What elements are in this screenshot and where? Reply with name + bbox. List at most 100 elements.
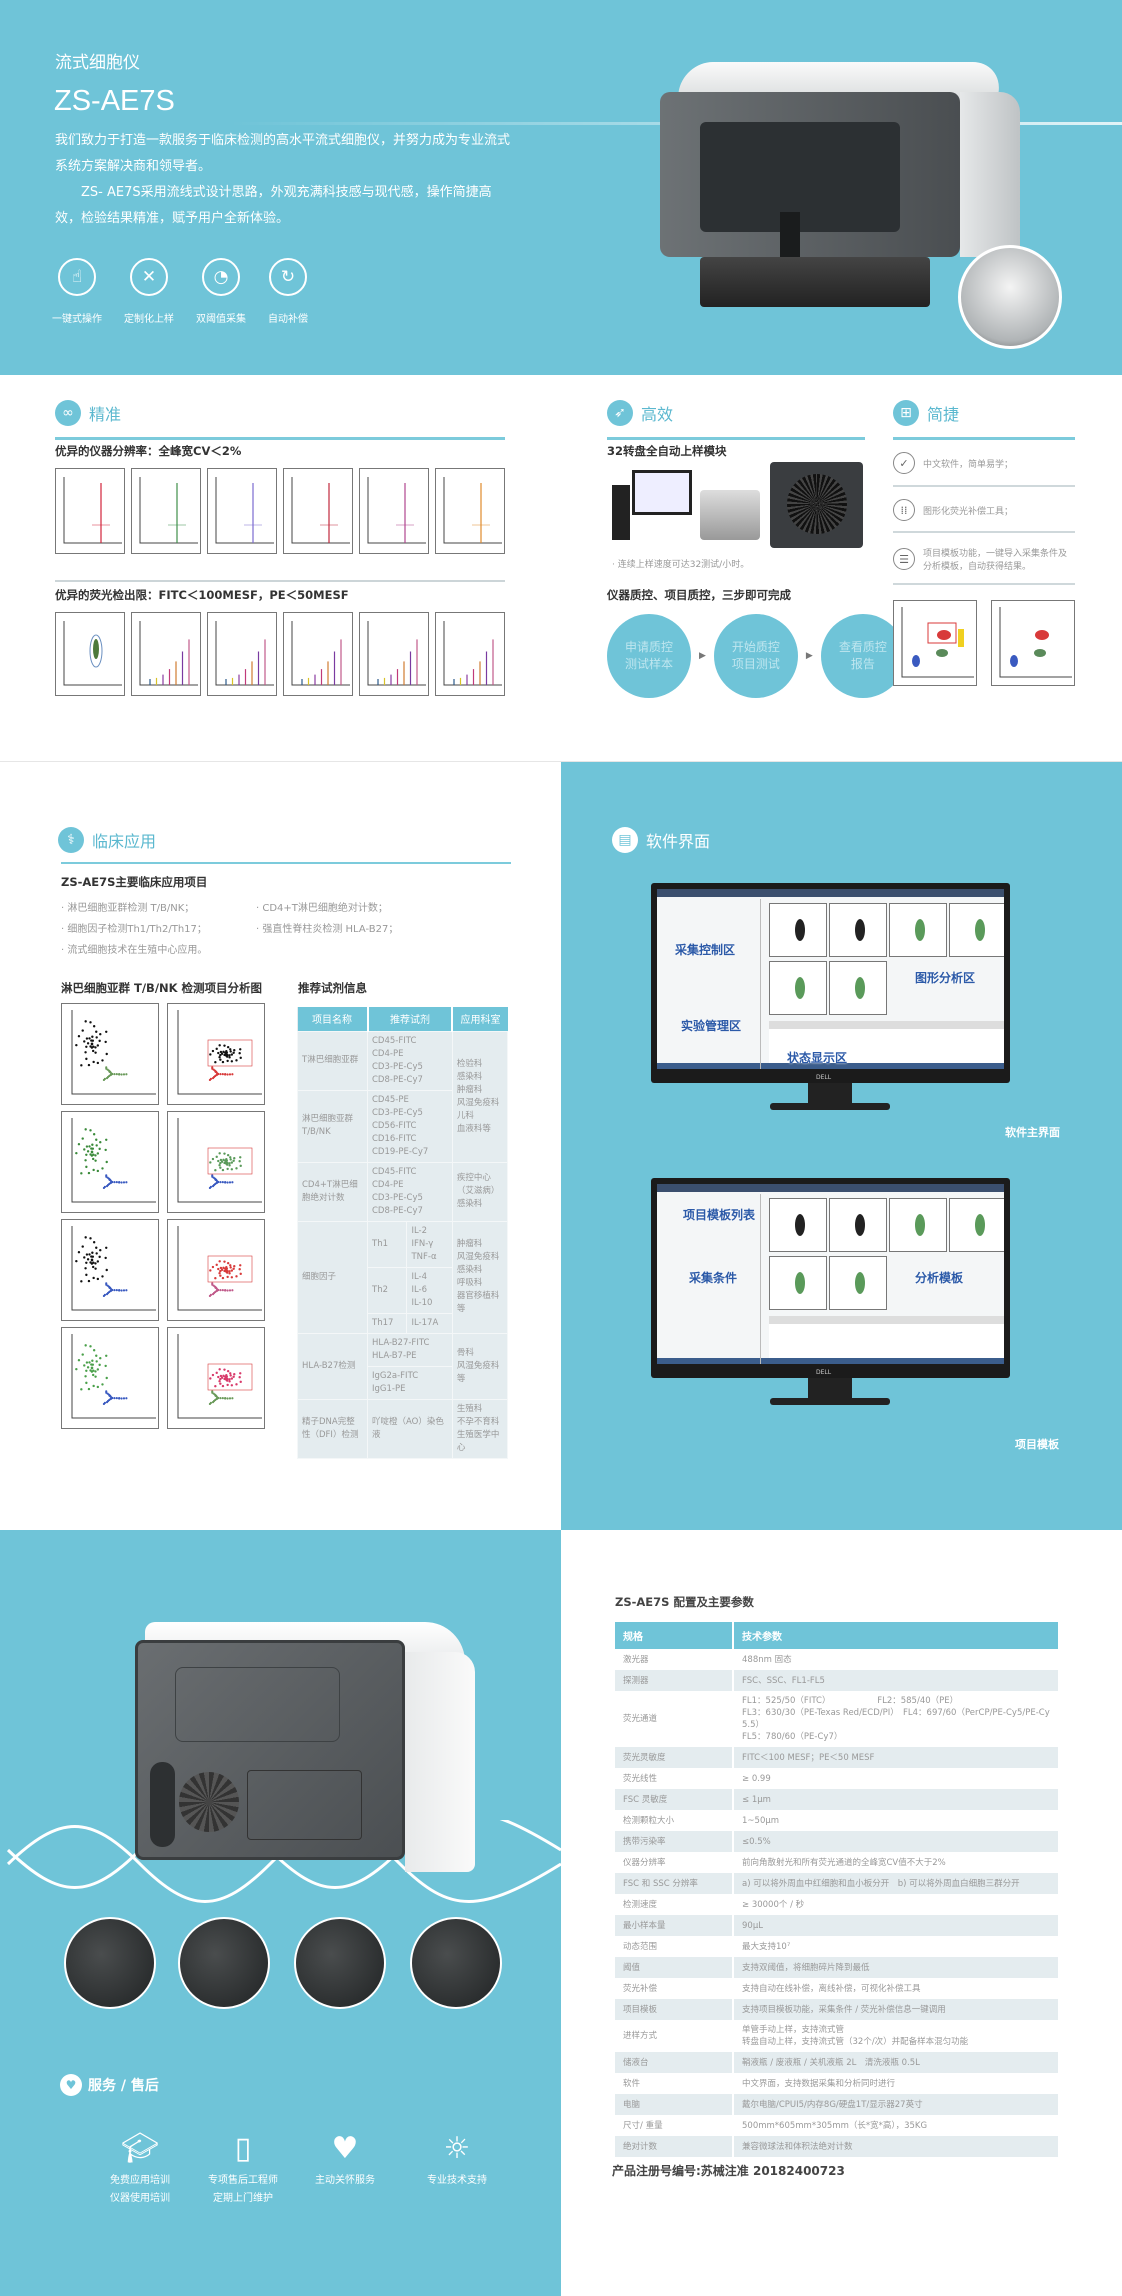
cell: 细胞因子 <box>297 1220 368 1334</box>
spec-name: FSC 和 SSC 分辨率 <box>615 1873 734 1894</box>
cv-histogram-thumbnail <box>131 468 201 554</box>
left-panel <box>661 1194 761 1364</box>
column-header: 项目名称 <box>297 1007 369 1031</box>
screen-plot-thumbnail <box>769 1256 827 1310</box>
table-row: 最小样本量 90μL <box>615 1915 1058 1936</box>
table-row: 检测颗粒大小 1~50μm <box>615 1810 1058 1831</box>
arrow-right-icon: ▶ <box>699 651 706 661</box>
hero-paragraph-1: 我们致力于打造一款服务于临床检测的高水平流式细胞仪，并努力成为专业流式系统方案解… <box>55 133 511 174</box>
title-bar <box>657 889 1004 897</box>
tbnk-scatter-thumbnail <box>61 1327 159 1429</box>
table-row: 检测速度 ≥ 30000个 / 秒 <box>615 1894 1058 1915</box>
service-training: 🎓︎ 免费应用培训 仪器使用培训 <box>85 2126 195 2208</box>
bullet: · 流式细胞技术在生殖中心应用。 <box>61 945 208 956</box>
screen-plot-thumbnail <box>889 903 947 957</box>
cv-histogram-thumbnail <box>55 468 125 554</box>
feature-label: 双阈值采集 <box>196 314 246 325</box>
specs-table: 规格 技术参数 激光器 488nm 固态 探测器 FSC、SSC、FL1-FL5 荧光通道… <box>615 1622 1058 2157</box>
spec-name: 携带污染率 <box>615 1831 734 1852</box>
compensation-plots <box>893 600 1075 690</box>
instrument-front-image <box>660 62 1040 332</box>
spec-value: 兼容微球法和体积法绝对计数 <box>733 2136 1058 2157</box>
cell: 吖啶橙（AO）染色液 <box>367 1398 453 1459</box>
precision-heading: ∞ 精准 <box>55 400 121 426</box>
software-screen: 采集控制区 实验管理区 图形分析区 状态显示区 <box>657 889 1004 1069</box>
cell: 淋巴细胞亚群T/B/NK <box>297 1089 368 1163</box>
spec-value: 1~50μm <box>742 1815 780 1826</box>
spec-name: 激光器 <box>615 1649 734 1670</box>
heading-text: 简捷 <box>927 405 960 424</box>
software-panel <box>561 762 1122 1530</box>
lightbulb-icon: ☼ <box>443 2131 471 2166</box>
table-row: 进样方式 单管手动上样，支持流式管 转盘自动上样，支持流式管（32个/次）并配备样… <box>615 2020 1058 2052</box>
column-header: 推荐试剂 <box>367 1007 454 1031</box>
door-icon: ▯ <box>234 2131 252 2166</box>
resolution-title: 优异的仪器分辨率：全峰宽CV＜2% <box>55 444 242 458</box>
feature-label: 定制化上样 <box>124 314 174 325</box>
screen-plot-thumbnail <box>829 903 887 957</box>
spec-name: 荧光通道 <box>615 1691 734 1747</box>
mesf-histogram-thumbnail <box>207 612 277 696</box>
spec-name: 绝对计数 <box>615 2136 734 2157</box>
table-header-row: 项目名称 推荐试剂 应用科室 <box>297 1007 508 1031</box>
service-label: 免费应用培训 <box>110 2175 170 2186</box>
keypad-icon: ⁞⁞ <box>893 499 915 521</box>
cv-histogram-row <box>55 468 505 558</box>
spec-value: 支持项目模板功能，采集条件 / 荧光补偿信息一键调用 <box>733 1999 1058 2020</box>
tbnk-scatter-grid <box>61 1003 266 1433</box>
bullet: · CD4+T淋巴细胞绝对计数； <box>256 903 388 914</box>
monitor-stand <box>808 1083 852 1105</box>
arrow-right-icon: ▶ <box>805 651 813 661</box>
title-bar <box>657 1184 1004 1192</box>
item-text: 图形化荧光补偿工具； <box>923 506 1014 517</box>
registration-number: 产品注册号编号:苏械注准 20182400723 <box>612 2164 845 2178</box>
clinical-bullets-right: · CD4+T淋巴细胞绝对计数； · 强直性脊柱炎检测 HLA-B27； <box>256 898 398 940</box>
software-screen: 项目模板列表 采集条件 分析模板 <box>657 1184 1004 1364</box>
table-row: 仪器分辨率 前向角散射光和所有荧光通道的全峰宽CV值不大于2% <box>615 1852 1058 1873</box>
spec-value: FSC、SSC、FL1-FL5 <box>733 1670 1058 1691</box>
table-row: FSC 和 SSC 分辨率 a) 可以将外周血中红细胞和血小板分开 b) 可以将外… <box>615 1873 1058 1894</box>
left-panel <box>661 899 761 1069</box>
spec-value: ≤0.5% <box>733 1831 1058 1852</box>
tbnk-scatter-thumbnail <box>167 1219 265 1321</box>
mesf-histogram-thumbnail <box>283 612 353 696</box>
table-row: 阈值 支持双阈值，将细胞碎片降到最低 <box>615 1957 1058 1978</box>
clinical-bullets-left: · 淋巴细胞亚群检测 T/B/NK； · 细胞因子检测Th1/Th2/Th17；… <box>61 898 207 961</box>
screen-plot-thumbnail <box>949 1198 1004 1252</box>
compensation-scatter-thumbnail <box>991 600 1075 686</box>
mesf-histogram-thumbnail <box>55 612 125 696</box>
zone-acquisition-control: 采集控制区 <box>675 943 736 957</box>
heart-icon: ♥ <box>60 2074 82 2096</box>
divider <box>55 437 505 440</box>
sample-tube-inset-image <box>958 245 1062 349</box>
service-support: ☼ 专业技术支持 <box>402 2126 512 2190</box>
spec-name: 检测速度 <box>615 1894 734 1915</box>
template-icon: ☰ <box>893 548 915 570</box>
spec-name: 仪器分辨率 <box>615 1852 734 1873</box>
column-header: 规格 <box>615 1622 734 1649</box>
reagent-title: 推荐试剂信息 <box>298 981 367 995</box>
spec-value: ≤ 1μm <box>733 1789 1058 1810</box>
screen-plot-thumbnail <box>829 1256 887 1310</box>
mesf-histogram-thumbnail <box>131 612 201 696</box>
spec-name: 软件 <box>615 2073 734 2094</box>
cell: IL-4 IL-6 IL-10 <box>406 1266 453 1314</box>
grid-icon: ⊞ <box>893 400 919 426</box>
autoloader-title: 32转盘全自动上样模块 <box>607 444 727 458</box>
cv-histogram-thumbnail <box>435 468 505 554</box>
screen-plot-thumbnail <box>829 961 887 1015</box>
cell: 疾控中心 （艾滋病） 感染科 <box>451 1161 509 1222</box>
table-row: 尺寸/ 重量 500mm*605mm*305mm（长*宽*高），35KG <box>615 2115 1058 2136</box>
cell: Th1 <box>366 1220 408 1268</box>
monitor-project-template: 项目模板列表 采集条件 分析模板 DELL <box>651 1178 1010 1378</box>
heading-text: 软件界面 <box>646 832 711 851</box>
spec-value: FL1：525/50（FITC） FL2：585/40（PE） FL3：630/… <box>742 1696 1050 1742</box>
qc-title: 仪器质控、项目质控，三步即可完成 <box>607 588 791 602</box>
mesf-histogram-thumbnail <box>435 612 505 696</box>
spec-name: 进样方式 <box>615 2020 734 2052</box>
spec-value: ≥ 30000个 / 秒 <box>742 1899 805 1910</box>
service-label: 仪器使用培训 <box>110 2193 170 2204</box>
simplicity-item: ☰ 项目模板功能，一键导入采集条件及分析模板，自动获得结果。 <box>893 535 1075 585</box>
table-row: 激光器 488nm 固态 <box>615 1649 1058 1670</box>
cell: IL-2 IFN-γ TNF-α <box>406 1220 453 1268</box>
